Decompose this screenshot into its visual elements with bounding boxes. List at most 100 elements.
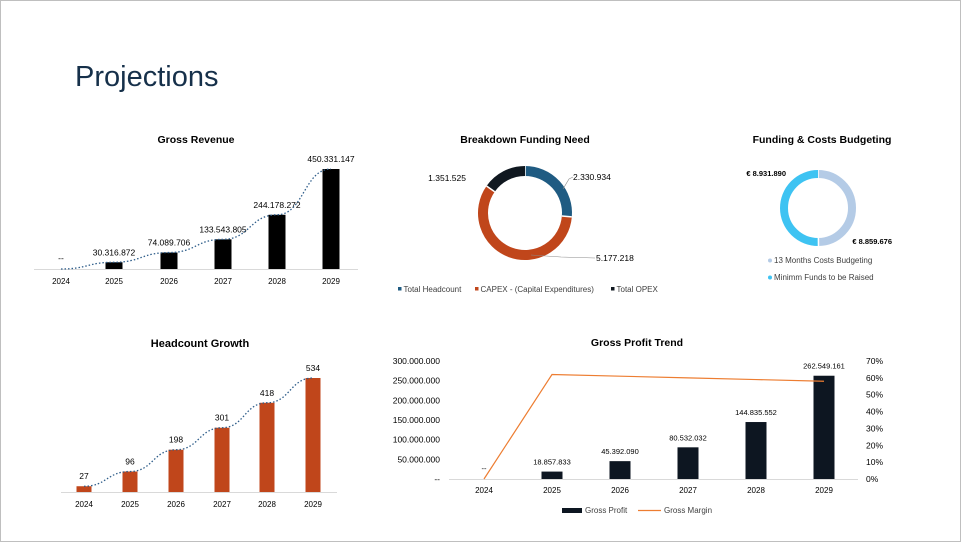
gross-revenue-data-label: 30.316.872 bbox=[93, 247, 136, 257]
gross-profit-y2-tick: 60% bbox=[866, 373, 883, 383]
headcount-bar bbox=[168, 449, 184, 492]
gross-profit-y2-tick: 30% bbox=[866, 423, 883, 433]
funding-need-legend-entry: CAPEX - (Capital Expenditures) bbox=[481, 285, 595, 294]
legend-swatch bbox=[611, 287, 615, 291]
funding-need-legend-entry: Total OPEX bbox=[617, 285, 659, 294]
gross-profit-y2-tick: 10% bbox=[866, 457, 883, 467]
gross-profit-data-label: 18.857.833 bbox=[533, 458, 571, 467]
headcount-data-label: 96 bbox=[125, 457, 135, 467]
gross-revenue-bar bbox=[322, 169, 340, 269]
gross-profit-y2-tick: 70% bbox=[866, 356, 883, 366]
gross-profit-title: Gross Profit Trend bbox=[591, 337, 683, 349]
legend-swatch bbox=[475, 287, 479, 291]
funding-need-title: Breakdown Funding Need bbox=[460, 134, 590, 146]
funding-costs-title: Funding & Costs Budgeting bbox=[753, 134, 892, 146]
gross-profit-tick-label: 2027 bbox=[679, 486, 697, 495]
gross-revenue-bar bbox=[214, 239, 232, 269]
gross-margin-line bbox=[483, 373, 825, 480]
funding-need-data-label: 2.330.934 bbox=[573, 172, 611, 182]
gross-revenue-bar bbox=[268, 214, 286, 269]
page-title: Projections bbox=[75, 61, 219, 93]
gross-profit-y-tick: -- bbox=[434, 474, 440, 484]
headcount-data-label: 301 bbox=[215, 413, 229, 423]
gross-profit-y-tick: 200.000.000 bbox=[393, 395, 441, 405]
gross-profit-tick-label: 2025 bbox=[543, 486, 561, 495]
funding-need-slice-capex bbox=[478, 185, 572, 260]
headcount-data-label: 418 bbox=[260, 388, 274, 398]
funding-costs-legend-entry: 13 Months Costs Budgeting bbox=[774, 256, 872, 265]
gross-profit-bar bbox=[813, 375, 835, 479]
funding-need-data-label: 1.351.525 bbox=[428, 173, 466, 183]
funding-costs-slice-funds bbox=[780, 170, 819, 246]
headcount-tick-label: 2029 bbox=[304, 500, 322, 509]
gross-revenue-tick-label: 2027 bbox=[214, 277, 232, 286]
gross-profit-y2-tick: 0% bbox=[866, 474, 879, 484]
headcount-bar bbox=[122, 471, 138, 492]
leader-line bbox=[562, 176, 574, 190]
funding-costs-slice-costs bbox=[817, 170, 856, 246]
gross-profit-y2-tick: 40% bbox=[866, 407, 883, 417]
funding-costs-data-label: € 8.859.676 bbox=[852, 237, 892, 246]
gross-profit-y-tick: 100.000.000 bbox=[393, 435, 441, 445]
gross-profit-data-label: 262.549.161 bbox=[803, 362, 845, 371]
gross-profit-tick-label: 2024 bbox=[475, 486, 493, 495]
gross-revenue-tick-label: 2024 bbox=[52, 277, 70, 286]
gross-profit-bar bbox=[745, 422, 767, 479]
headcount-tick-label: 2026 bbox=[167, 500, 185, 509]
gross-profit-y-tick: 250.000.000 bbox=[393, 376, 441, 386]
headcount-data-label: 534 bbox=[306, 363, 320, 373]
headcount-tick-label: 2024 bbox=[75, 500, 93, 509]
gross-profit-y-tick: 150.000.000 bbox=[393, 415, 441, 425]
legend-swatch bbox=[768, 258, 772, 263]
gross-revenue-data-label: -- bbox=[58, 253, 64, 263]
headcount-tick-label: 2028 bbox=[258, 500, 276, 509]
headcount-bar bbox=[305, 378, 321, 492]
gross-revenue-data-label: 133.543.805 bbox=[199, 224, 247, 234]
gross-profit-bar bbox=[541, 471, 563, 479]
gross-profit-y2-tick: 50% bbox=[866, 390, 883, 400]
headcount-data-label: 198 bbox=[169, 435, 183, 445]
gross-profit-legend-entry: Gross Profit bbox=[585, 506, 628, 515]
gross-revenue-bar bbox=[160, 252, 178, 269]
gross-profit-tick-label: 2026 bbox=[611, 486, 629, 495]
donut-separator bbox=[486, 185, 496, 193]
gross-revenue-tick-label: 2026 bbox=[160, 277, 178, 286]
gross-profit-y2-tick: 20% bbox=[866, 440, 883, 450]
legend-swatch bbox=[768, 275, 772, 280]
funding-need-data-label: 5.177.218 bbox=[596, 253, 634, 263]
legend-swatch bbox=[398, 287, 402, 291]
gross-profit-tick-label: 2028 bbox=[747, 486, 765, 495]
gross-profit-data-label: 144.835.552 bbox=[735, 408, 777, 417]
gross-profit-tick-label: 2029 bbox=[815, 486, 833, 495]
funding-need-slice-opex bbox=[486, 166, 526, 192]
gross-profit-data-label: -- bbox=[482, 464, 487, 473]
leader-line bbox=[530, 254, 596, 259]
funding-costs-legend-entry: Minimm Funds to be Raised bbox=[774, 273, 874, 282]
headcount-tick-label: 2027 bbox=[213, 500, 231, 509]
headcount-data-label: 27 bbox=[79, 471, 89, 481]
gross-profit-legend-entry: Gross Margin bbox=[664, 506, 712, 515]
gross-profit-y-tick: 300.000.000 bbox=[393, 356, 441, 366]
funding-need-slice-headcount bbox=[524, 166, 572, 217]
gross-revenue-tick-label: 2025 bbox=[105, 277, 123, 286]
gross-revenue-data-label: 244.178.272 bbox=[253, 200, 301, 210]
donut-separator bbox=[561, 215, 572, 218]
gross-profit-y-tick: 50.000.000 bbox=[397, 454, 440, 464]
headcount-trendline bbox=[83, 377, 314, 487]
gross-revenue-bar bbox=[105, 262, 123, 269]
gross-profit-bar bbox=[609, 461, 631, 479]
gross-revenue-title: Gross Revenue bbox=[157, 134, 234, 146]
headcount-title: Headcount Growth bbox=[151, 338, 250, 350]
gross-profit-data-label: 45.392.090 bbox=[601, 447, 639, 456]
funding-need-legend-entry: Total Headcount bbox=[404, 285, 463, 294]
gross-revenue-tick-label: 2028 bbox=[268, 277, 286, 286]
gross-revenue-data-label: 74.089.706 bbox=[148, 238, 191, 248]
funding-costs-data-label: € 8.931.890 bbox=[746, 169, 786, 178]
headcount-tick-label: 2025 bbox=[121, 500, 139, 509]
headcount-bar bbox=[214, 427, 230, 492]
headcount-bar bbox=[259, 402, 275, 492]
gross-revenue-data-label: 450.331.147 bbox=[307, 154, 355, 164]
gross-revenue-tick-label: 2029 bbox=[322, 277, 340, 286]
